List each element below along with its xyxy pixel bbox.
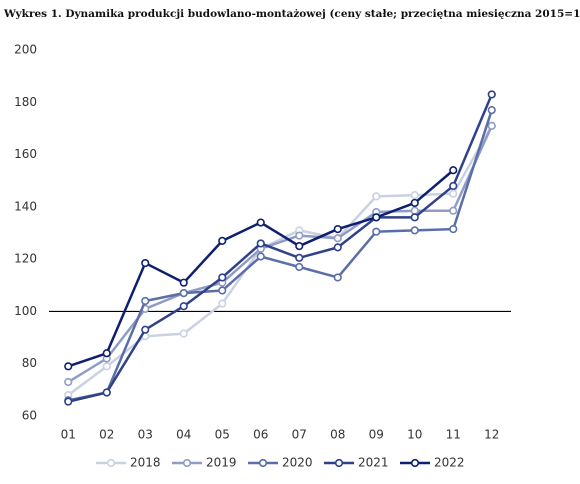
y-tick-label: 80 (22, 356, 37, 370)
x-tick-label: 09 (369, 428, 384, 442)
data-point (102, 388, 111, 397)
x-tick-label: 11 (446, 428, 461, 442)
y-tick-label: 100 (14, 304, 37, 318)
data-point (218, 286, 227, 295)
series-line (67, 93, 493, 403)
data-point (141, 296, 150, 306)
series-line (67, 169, 455, 368)
data-point (64, 362, 73, 371)
x-tick-label: 04 (176, 428, 191, 442)
data-point (295, 231, 304, 240)
legend-label: 2018 (130, 456, 161, 470)
x-tick-label: 05 (215, 428, 230, 442)
data-point (333, 273, 342, 282)
data-point (487, 90, 496, 99)
data-point (449, 181, 458, 191)
legend-label: 2019 (206, 456, 237, 470)
x-tick-label: 02 (99, 428, 114, 442)
data-point (218, 273, 227, 282)
data-point (295, 262, 304, 272)
data-point (487, 106, 496, 115)
legend-marker (334, 458, 344, 468)
y-tick-label: 200 (14, 43, 37, 57)
y-tick-label: 180 (14, 95, 37, 109)
data-point (372, 192, 381, 201)
y-tick-label: 60 (22, 409, 37, 423)
data-point (410, 190, 419, 200)
data-point (487, 121, 496, 130)
y-tick-label: 120 (14, 252, 37, 266)
data-point (333, 224, 342, 234)
data-point (449, 189, 458, 198)
x-tick-label: 07 (292, 428, 307, 442)
data-point (372, 227, 381, 236)
data-point (141, 325, 150, 334)
data-point (102, 349, 111, 358)
legend-marker (258, 458, 268, 468)
legend-label: 2020 (282, 456, 313, 470)
data-point (256, 239, 265, 248)
data-point (256, 218, 265, 227)
legend-marker (410, 458, 420, 468)
data-point (179, 278, 188, 287)
x-tick-label: 01 (61, 428, 76, 442)
data-point (256, 252, 265, 261)
data-point (449, 206, 458, 215)
data-point (449, 166, 458, 175)
data-point (295, 241, 304, 251)
x-tick-label: 06 (253, 428, 268, 442)
series-line (67, 125, 493, 397)
data-point (141, 258, 150, 268)
x-tick-label: 10 (407, 428, 422, 442)
data-point (410, 226, 419, 235)
data-point (372, 213, 381, 222)
data-point (410, 198, 419, 208)
y-tick-label: 160 (14, 147, 37, 161)
data-point (333, 243, 342, 252)
legend-marker (182, 458, 192, 468)
series-line (67, 125, 493, 384)
legend-label: 2021 (358, 456, 389, 470)
data-point (410, 213, 419, 222)
data-point (218, 299, 227, 308)
data-point (64, 377, 73, 387)
data-point (179, 302, 188, 311)
data-point (102, 362, 111, 371)
data-point (333, 234, 342, 243)
x-tick-label: 03 (138, 428, 153, 442)
legend-marker (106, 458, 116, 468)
series-line (68, 109, 493, 402)
x-tick-label: 08 (330, 428, 345, 442)
data-point (295, 253, 304, 262)
data-point (64, 397, 73, 406)
data-point (218, 236, 227, 245)
x-tick-label: 12 (484, 428, 499, 442)
legend-label: 2022 (434, 456, 465, 470)
data-point (449, 224, 458, 234)
chart-title: Wykres 1. Dynamika produkcji budowlano-m… (3, 8, 580, 20)
data-point (179, 329, 188, 338)
data-point (410, 206, 419, 215)
data-point (179, 289, 188, 298)
y-tick-label: 140 (14, 199, 37, 213)
